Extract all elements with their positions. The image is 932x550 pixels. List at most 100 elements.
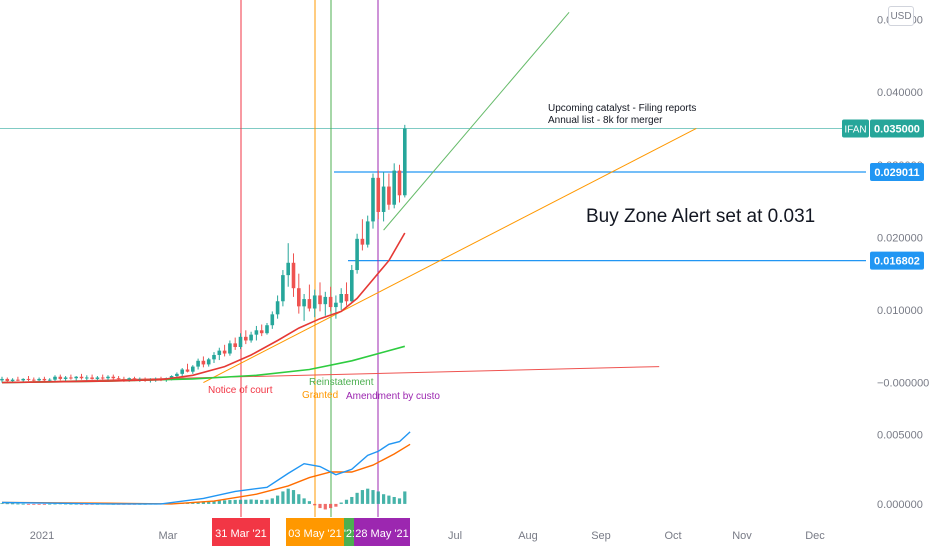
price-level-tag-bg [870,251,924,270]
price-level-tag: 0.029011 [870,162,924,181]
note-annual-list: Annual list - 8k for merger [548,115,663,126]
macd-histogram-bar [307,501,311,504]
macd-histogram-bar [360,490,364,504]
price-level-tag: 0.016802 [870,251,924,270]
macd-signal-line [1,443,411,505]
candle-body [397,170,402,196]
macd-histogram-bar [392,496,396,504]
trendline [383,12,570,231]
candle-body [206,359,211,365]
currency-button[interactable]: USD [888,6,914,26]
candle-body [291,262,296,289]
x-axis-label: Sep [591,530,611,542]
macd-histogram-bar [53,503,57,505]
candle-body [371,177,375,222]
note-catalyst: Upcoming catalyst - Filing reports [548,103,696,114]
event-annotation: Reinstatement [309,377,374,388]
event-date-tag: 31 Mar '21 [212,518,270,546]
price-level-tag-value: 0.016802 [874,256,920,268]
macd-histogram-bar [276,495,280,504]
candle-body [212,354,216,360]
candle-body [196,360,200,367]
candle-body [185,369,190,372]
candle-body [85,377,89,379]
x-axis-label: Aug [518,530,538,542]
macd-histogram-bar [286,488,290,504]
x-axis-label: Jul [448,530,462,542]
candle-body [228,343,232,354]
candle-body [79,376,84,379]
macd-histogram-bar [382,494,386,504]
candle-body [339,294,343,303]
event-date-tag-bg [286,518,344,546]
candle-body [90,377,94,379]
macd-histogram-bar [329,503,333,509]
symbol-tag-bg [842,119,869,138]
candle-body [403,128,407,196]
macd-histogram-bar [223,500,227,504]
y-axis-label: 0.040000 [877,87,923,99]
macd-histogram-bar [212,500,216,504]
candle-body [265,325,269,334]
trendline [203,128,697,384]
macd-histogram-bar [260,500,264,504]
macd-histogram-bar [32,503,36,505]
candle-body [0,378,4,381]
macd-histogram-bar [69,503,73,505]
candle-body [106,376,110,379]
macd-histogram-bar [302,498,306,504]
candle-body [318,295,322,305]
current-price-value: 0.035000 [874,123,920,135]
macd-histogram-bar [233,499,237,504]
candle-body [58,376,63,379]
macd-histogram-bar [376,491,380,504]
macd-histogram-bar [37,503,41,505]
candle-body [350,270,354,302]
macd-histogram-bar [26,503,31,505]
macd-y-axis-label: 0.000000 [877,499,923,511]
note-buy-zone: Buy Zone Alert set at 0.031 [586,206,815,227]
candle-body [328,296,333,308]
macd-histogram-bar [0,503,4,505]
candle-body [249,334,253,341]
event-date-label: 03 May '21 [288,528,341,540]
event-date-tag: 03 May '21 [286,518,344,546]
macd-histogram-bar [79,503,84,505]
macd-histogram-bar [254,499,258,504]
candle-body [5,378,10,382]
y-axis-label: 0.020000 [877,232,923,244]
x-axis-label: 2021 [30,530,54,542]
macd-histogram-bar [397,498,402,504]
candle-body [270,314,275,326]
candle-body [100,377,105,379]
macd-line [1,431,411,505]
candle-body [116,378,121,380]
macd-histogram-bar [11,503,15,505]
candle-body [47,379,52,381]
macd-histogram-bar [42,503,46,505]
macd-histogram-bar [350,496,354,504]
candle-body [37,378,41,381]
macd-histogram-bar [334,503,338,507]
trendline [1,366,660,384]
price-level-tag-value: 0.029011 [874,167,919,179]
candle-body [169,376,174,379]
macd-histogram-bar [228,500,232,504]
event-date-label: 28 May '21 [355,528,408,540]
x-axis-label: Nov [732,530,752,542]
candle-body [334,302,338,308]
macd-histogram-bar [297,494,301,504]
candle-body [360,238,365,245]
candle-body [111,376,116,379]
candle-body [387,186,391,205]
macd-histogram-bar [244,499,248,504]
candle-body [95,377,100,379]
current-price-tag-bg [870,119,924,138]
macd-histogram-bar [355,492,359,504]
macd-y-axis-label: 0.005000 [877,430,923,442]
moving-average-red [1,232,406,384]
macd-histogram-bar [323,503,327,510]
candle-body [376,177,381,212]
candle-body [138,378,142,380]
